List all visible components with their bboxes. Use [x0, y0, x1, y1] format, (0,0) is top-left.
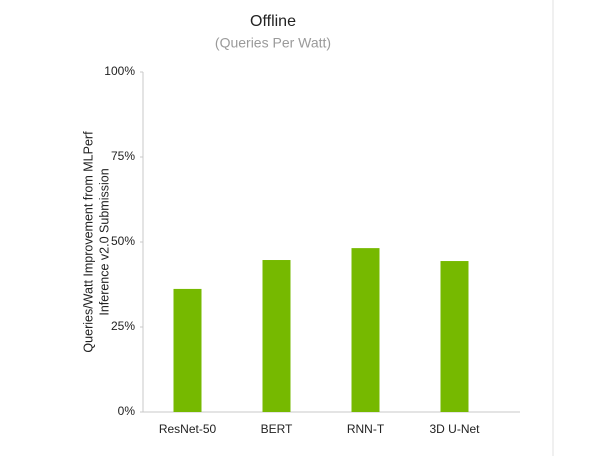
- x-tick-label: 3D U-Net: [429, 422, 480, 436]
- bar: [173, 288, 202, 412]
- y-tick-label: 75%: [111, 149, 135, 163]
- y-tick-label: 50%: [111, 234, 135, 248]
- bar: [262, 260, 291, 412]
- y-axis-title: Queries/Watt Improvement from MLPerf Inf…: [81, 131, 111, 353]
- chart-subtitle: (Queries Per Watt): [215, 35, 331, 51]
- x-tick-label: ResNet-50: [159, 422, 217, 436]
- y-tick-label: 0%: [118, 404, 136, 418]
- chart-title: Offline: [250, 13, 296, 30]
- y-tick-label: 25%: [111, 319, 135, 333]
- x-tick-label: RNN-T: [347, 422, 385, 436]
- x-tick-label: BERT: [261, 422, 293, 436]
- bar: [351, 248, 380, 412]
- bar: [440, 261, 469, 412]
- y-axis-title-line: Queries/Watt Improvement from MLPerf: [81, 131, 95, 353]
- y-axis-title-line: Inference v2.0 Submission: [97, 168, 111, 315]
- y-tick-label: 100%: [104, 64, 135, 78]
